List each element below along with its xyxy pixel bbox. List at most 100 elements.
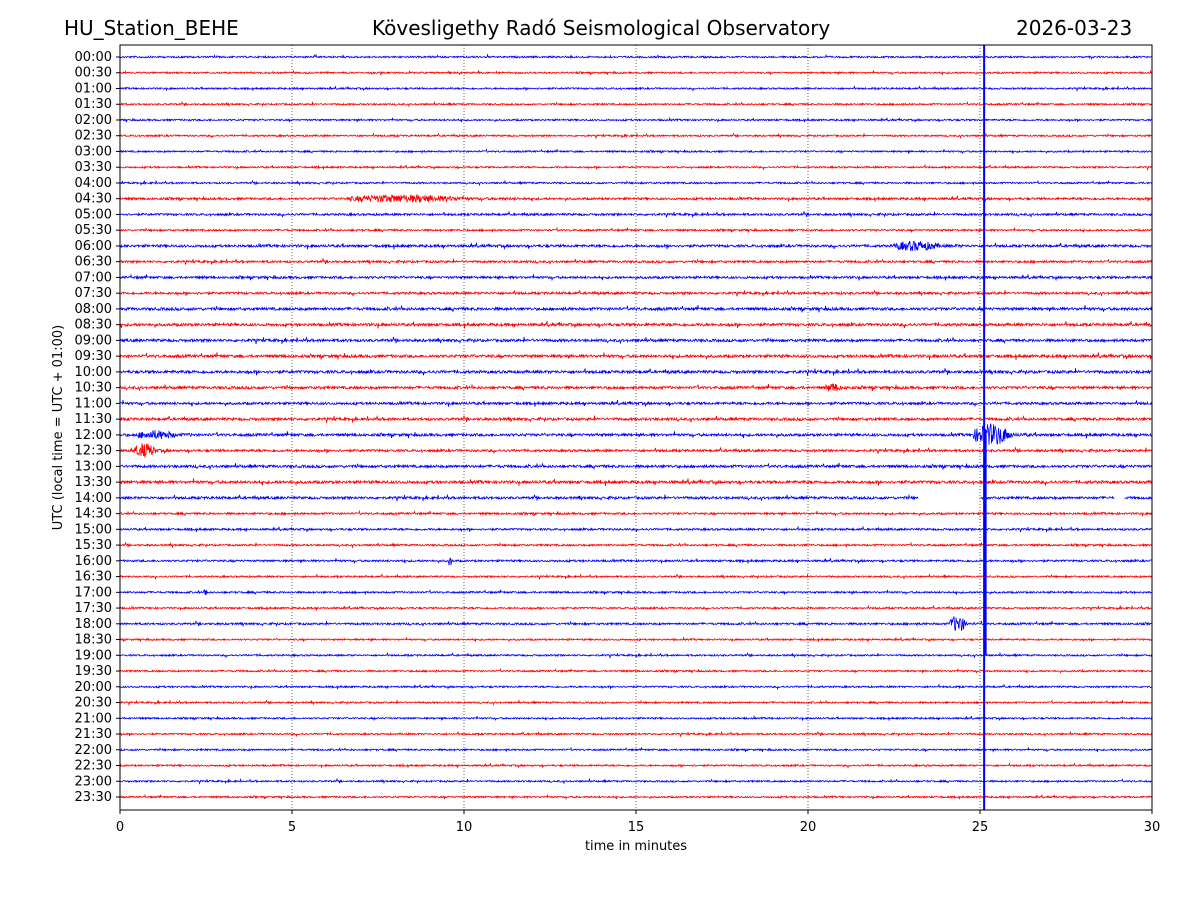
trace-1900 xyxy=(119,651,1153,660)
y-tick-label: 15:30 xyxy=(75,538,112,553)
x-tick-label: 25 xyxy=(972,820,989,835)
trace-2230 xyxy=(119,762,1153,769)
y-tick-label: 13:00 xyxy=(75,459,112,474)
y-tick-label: 21:00 xyxy=(75,711,112,726)
trace-2100 xyxy=(119,715,1153,722)
y-tick-label: 08:30 xyxy=(75,318,112,333)
y-tick-label: 12:00 xyxy=(75,428,112,443)
trace-1530 xyxy=(119,541,1153,549)
trace-1400 xyxy=(119,493,1153,502)
trace-2300 xyxy=(119,777,1153,785)
trace-1000 xyxy=(119,367,1153,376)
y-tick-label: 02:00 xyxy=(75,113,112,128)
y-tick-label: 03:30 xyxy=(75,160,112,175)
station-name: HU_Station_BEHE xyxy=(64,16,239,40)
trace-0330 xyxy=(119,163,1153,171)
trace-0300 xyxy=(119,148,1153,155)
trace-0830 xyxy=(119,320,1153,329)
trace-1730 xyxy=(119,604,1153,612)
y-tick-label: 00:00 xyxy=(75,50,112,65)
y-tick-label: 16:00 xyxy=(75,554,112,569)
y-tick-label: 03:00 xyxy=(75,144,112,159)
trace-0000 xyxy=(119,53,1153,60)
trace-1600 xyxy=(119,557,1153,566)
trace-0430 xyxy=(119,193,1153,204)
trace-0700 xyxy=(119,273,1153,282)
y-tick-label: 18:30 xyxy=(75,633,112,648)
y-tick-label: 16:30 xyxy=(75,570,112,585)
trace-1430 xyxy=(119,509,1153,517)
y-tick-label: 19:00 xyxy=(75,648,112,663)
trace-1230 xyxy=(119,443,1153,458)
y-tick-label: 07:00 xyxy=(75,270,112,285)
trace-0530 xyxy=(119,226,1152,234)
trace-1630 xyxy=(119,573,1153,581)
trace-1130 xyxy=(119,415,1153,423)
x-axis-label: time in minutes xyxy=(585,839,687,854)
trace-0900 xyxy=(119,336,1153,345)
y-tick-label: 05:30 xyxy=(75,223,112,238)
trace-0600 xyxy=(119,240,1153,252)
y-tick-label: 10:00 xyxy=(75,365,112,380)
trace-1030 xyxy=(119,383,1153,392)
y-tick-label: 04:00 xyxy=(75,176,112,191)
y-tick-label: 10:30 xyxy=(75,381,112,396)
y-tick-label: 22:30 xyxy=(75,759,112,774)
y-tick-label: 06:00 xyxy=(75,239,112,254)
trace-0400 xyxy=(119,179,1153,187)
trace-0500 xyxy=(119,210,1153,219)
trace-0630 xyxy=(119,257,1153,266)
x-tick-label: 10 xyxy=(456,820,473,835)
y-tick-label: 12:30 xyxy=(75,444,112,459)
y-tick-label: 19:30 xyxy=(75,664,112,679)
x-tick-label: 30 xyxy=(1144,820,1161,835)
y-tick-label: 23:00 xyxy=(75,774,112,789)
y-tick-label: 17:30 xyxy=(75,601,112,616)
y-tick-label: 17:00 xyxy=(75,585,112,600)
trace-0800 xyxy=(119,304,1153,313)
trace-2330 xyxy=(119,794,1153,800)
chart-title: Kövesligethy Radó Seismological Observat… xyxy=(372,16,831,40)
x-tick-label: 5 xyxy=(288,820,296,835)
y-tick-label: 07:30 xyxy=(75,286,112,301)
y-axis-label: UTC (local time = UTC + 01:00) xyxy=(51,325,66,530)
y-tick-label: 23:30 xyxy=(75,790,112,805)
y-tick-label: 01:30 xyxy=(75,97,112,112)
trace-1500 xyxy=(119,525,1153,533)
trace-0730 xyxy=(119,289,1153,297)
trace-0200 xyxy=(119,116,1152,123)
trace-0030 xyxy=(119,69,1153,77)
trace-2000 xyxy=(119,683,1153,691)
trace-1100 xyxy=(119,400,1153,408)
trace-2030 xyxy=(119,699,1152,707)
y-tick-label: 20:00 xyxy=(75,680,112,695)
y-tick-label: 11:00 xyxy=(75,396,112,411)
y-tick-label: 00:30 xyxy=(75,66,112,81)
y-tick-label: 21:30 xyxy=(75,727,112,742)
y-tick-label: 20:30 xyxy=(75,696,112,711)
x-tick-label: 20 xyxy=(800,820,817,835)
y-tick-label: 01:00 xyxy=(75,81,112,96)
y-tick-label: 13:30 xyxy=(75,475,112,490)
y-tick-label: 02:30 xyxy=(75,129,112,144)
x-tick-label: 0 xyxy=(116,820,124,835)
trace-0130 xyxy=(119,100,1153,108)
y-tick-label: 08:00 xyxy=(75,302,112,317)
y-tick-label: 09:30 xyxy=(75,349,112,364)
y-tick-label: 11:30 xyxy=(75,412,112,427)
trace-0100 xyxy=(119,85,1153,93)
y-tick-label: 14:00 xyxy=(75,491,112,506)
y-tick-label: 09:00 xyxy=(75,333,112,348)
trace-1830 xyxy=(119,636,1153,643)
x-tick-label: 15 xyxy=(628,820,645,835)
y-tick-label: 06:30 xyxy=(75,255,112,270)
chart-date: 2026-03-23 xyxy=(1016,16,1133,40)
trace-0230 xyxy=(119,132,1153,140)
trace-1800 xyxy=(119,616,1153,631)
y-tick-label: 18:00 xyxy=(75,617,112,632)
y-tick-label: 14:30 xyxy=(75,507,112,522)
trace-1930 xyxy=(119,667,1153,674)
trace-1200 xyxy=(119,423,1153,445)
y-tick-label: 05:00 xyxy=(75,207,112,222)
